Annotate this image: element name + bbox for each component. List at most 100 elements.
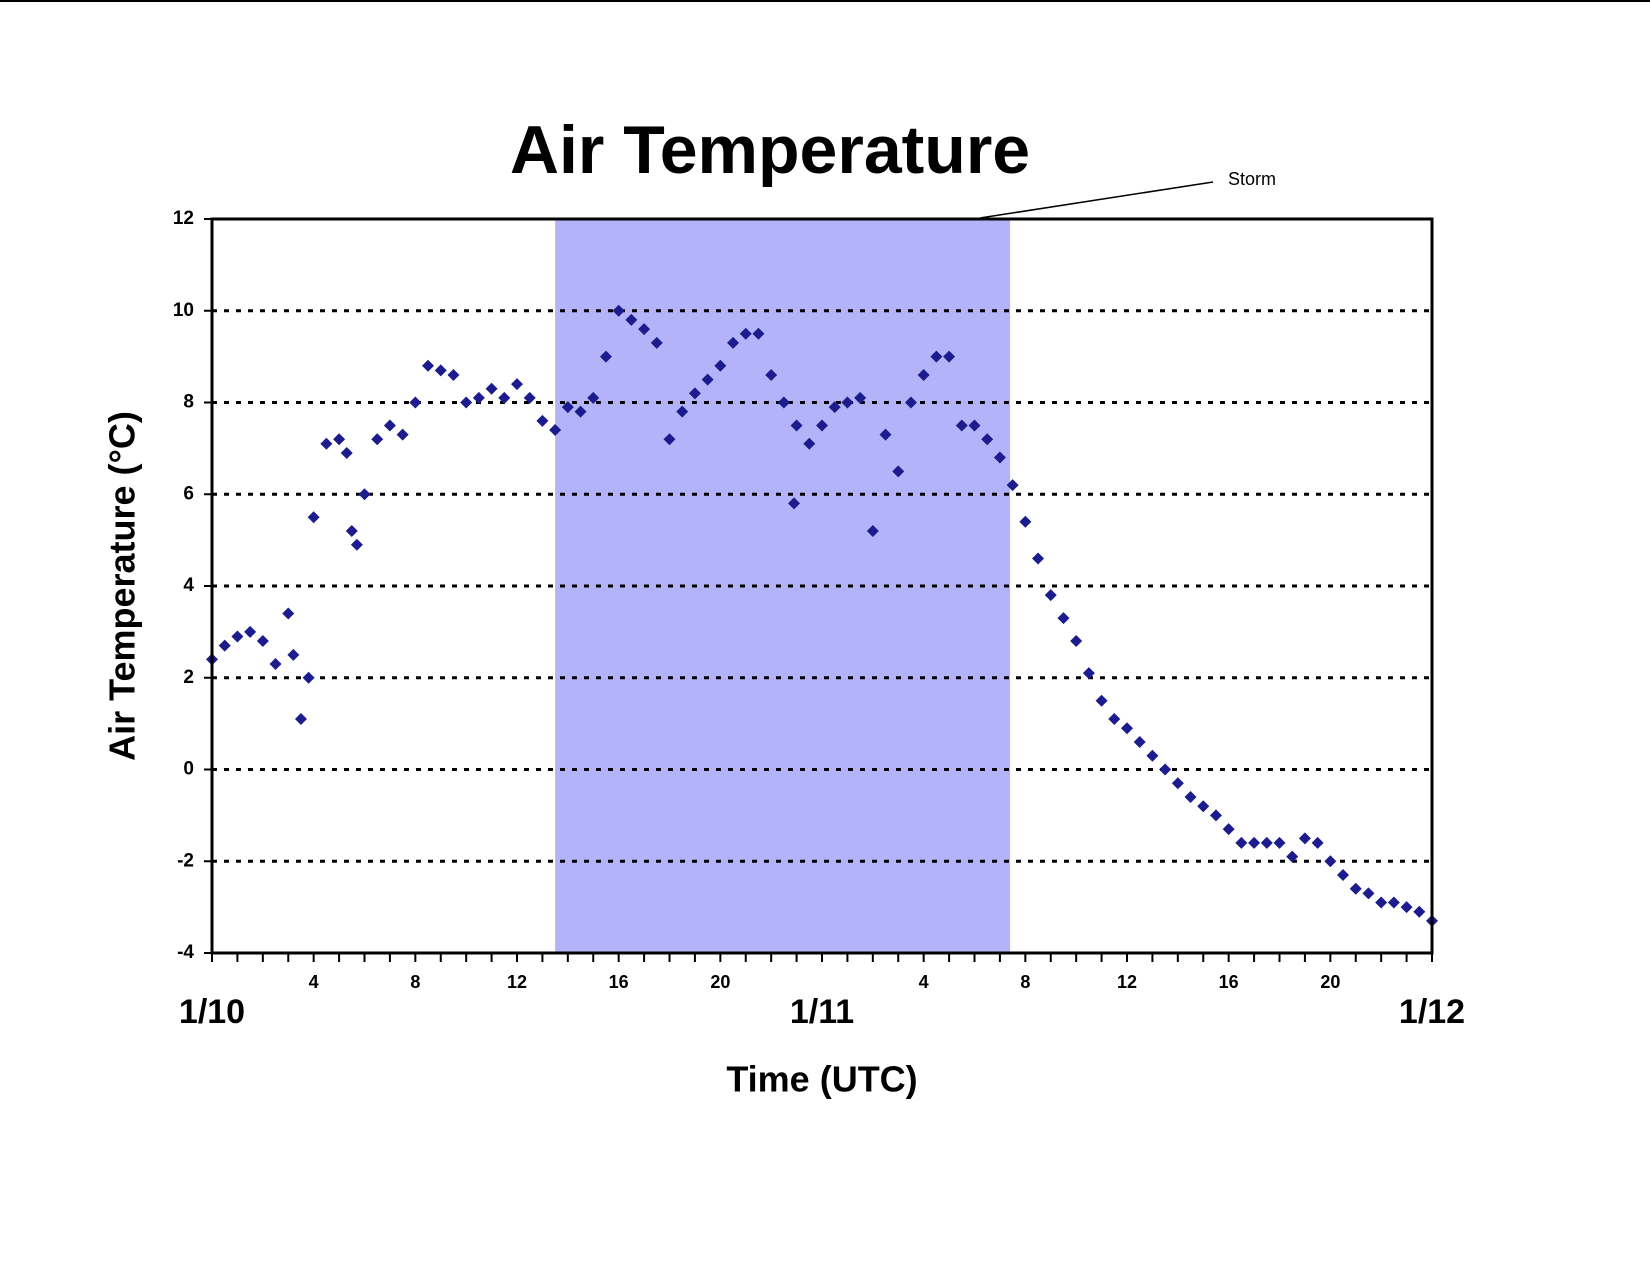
data-point xyxy=(638,323,651,336)
data-point xyxy=(968,419,981,432)
x-tick-label: 12 xyxy=(507,972,527,992)
data-point xyxy=(841,396,854,409)
data-point xyxy=(599,350,612,363)
data-point xyxy=(1171,777,1184,790)
x-tick-label: 12 xyxy=(1117,972,1137,992)
data-point xyxy=(892,465,905,478)
data-point xyxy=(307,511,320,524)
data-point xyxy=(904,396,917,409)
data-point xyxy=(460,396,473,409)
data-point xyxy=(1108,713,1121,726)
data-point xyxy=(788,497,801,510)
annotation-label: Storm xyxy=(1228,169,1276,189)
data-point xyxy=(498,391,511,404)
data-point xyxy=(701,373,714,386)
data-point xyxy=(688,387,701,400)
date-tick-label: 1/12 xyxy=(1399,993,1465,1031)
data-point xyxy=(1019,515,1032,528)
data-point xyxy=(828,401,841,414)
data-point xyxy=(561,401,574,414)
data-point xyxy=(447,368,460,381)
data-point xyxy=(917,368,930,381)
data-point xyxy=(1082,667,1095,680)
chart-title: Air Temperature xyxy=(510,112,1030,188)
data-point xyxy=(1209,809,1222,822)
axes-layer: -4 -2 0 2 4 6 8 10 12 4 8 12 16 20 4 8 12 16 20 1/10 1/11 1/1… xyxy=(173,208,1465,1031)
data-point xyxy=(574,405,587,418)
data-point xyxy=(358,488,371,501)
data-point xyxy=(396,428,409,441)
data-point xyxy=(1121,722,1133,735)
data-point xyxy=(1248,836,1261,849)
data-point xyxy=(854,391,867,404)
y-tick-label: -2 xyxy=(177,850,194,871)
data-point xyxy=(1387,896,1400,909)
data-point xyxy=(1133,735,1146,748)
data-point xyxy=(816,419,828,432)
data-point xyxy=(1260,836,1273,849)
data-point xyxy=(1006,479,1019,492)
data-point xyxy=(345,524,358,537)
data-point xyxy=(422,359,435,372)
data-point xyxy=(320,437,333,450)
annotation-leader xyxy=(979,181,1214,219)
date-tick-label: 1/10 xyxy=(179,993,245,1031)
data-point xyxy=(1273,836,1286,849)
data-point xyxy=(625,313,638,326)
y-tick-label: 8 xyxy=(183,392,194,413)
data-point xyxy=(244,625,257,638)
data-point xyxy=(1184,791,1197,804)
y-tick-label: 10 xyxy=(173,300,194,321)
data-point xyxy=(1400,901,1413,914)
data-point xyxy=(1222,823,1235,836)
data-point xyxy=(777,396,790,409)
y-tick-label: 0 xyxy=(183,759,194,780)
data-point xyxy=(739,327,752,340)
data-point xyxy=(1095,694,1108,707)
data-point xyxy=(1057,612,1070,625)
data-point xyxy=(930,350,943,363)
plot-frame xyxy=(210,217,1434,955)
y-tick-label: 2 xyxy=(183,667,194,688)
data-point xyxy=(1070,635,1083,648)
data-point xyxy=(955,419,968,432)
data-point xyxy=(993,451,1006,464)
data-point xyxy=(371,433,384,446)
data-point xyxy=(549,424,562,437)
x-axis-title: Time (UTC) xyxy=(726,1059,917,1100)
data-point xyxy=(383,419,396,432)
data-point xyxy=(1286,850,1299,863)
x-tick-label: 4 xyxy=(919,972,929,992)
data-point xyxy=(1044,589,1057,602)
data-point xyxy=(434,364,447,377)
y-tick-label: 12 xyxy=(173,208,194,229)
marks-layer xyxy=(206,304,1438,927)
data-point xyxy=(302,671,315,684)
data-point xyxy=(676,405,689,418)
data-point xyxy=(269,657,282,670)
x-tick-label: 16 xyxy=(1219,972,1239,992)
data-point xyxy=(587,391,600,404)
data-point xyxy=(727,336,740,349)
data-point xyxy=(879,428,892,441)
data-point xyxy=(350,538,363,551)
data-point xyxy=(511,378,523,391)
data-point xyxy=(472,391,485,404)
data-point xyxy=(287,648,300,661)
data-point xyxy=(409,396,422,409)
x-tick-label: 8 xyxy=(410,972,420,992)
data-point xyxy=(765,368,778,381)
data-point xyxy=(231,630,244,643)
data-point xyxy=(1362,887,1375,900)
data-point xyxy=(612,304,625,317)
data-point xyxy=(1146,749,1159,762)
data-point xyxy=(790,419,803,432)
date-tick-label: 1/11 xyxy=(790,993,854,1031)
data-point xyxy=(485,382,498,395)
data-point xyxy=(282,607,295,620)
data-point xyxy=(523,391,536,404)
x-tick-label: 4 xyxy=(309,972,319,992)
x-tick-label: 20 xyxy=(1320,972,1340,992)
data-point xyxy=(650,336,663,349)
